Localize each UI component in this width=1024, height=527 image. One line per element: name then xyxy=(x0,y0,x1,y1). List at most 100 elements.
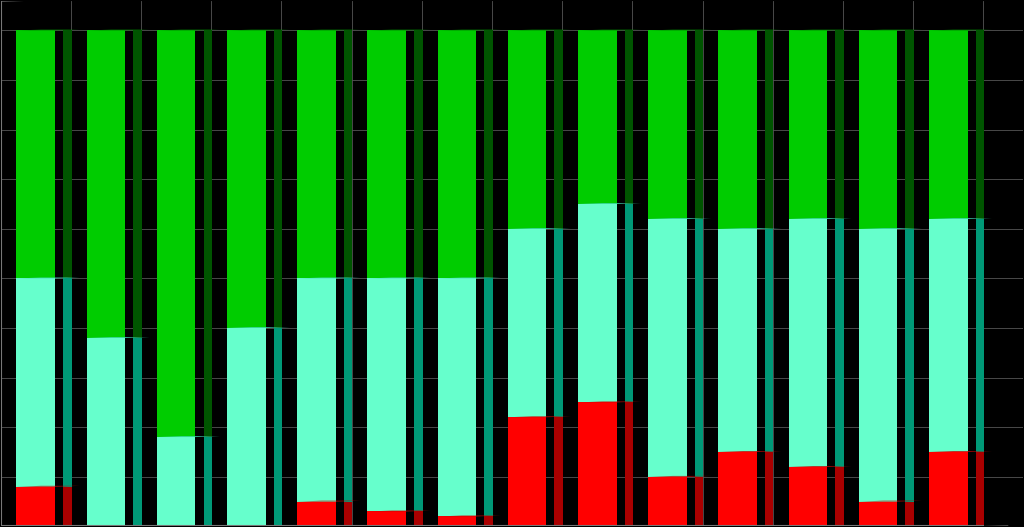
Bar xyxy=(437,31,476,278)
Bar xyxy=(719,229,757,452)
Bar xyxy=(905,31,913,229)
Bar xyxy=(976,452,984,526)
Bar xyxy=(484,278,493,516)
Bar xyxy=(133,338,141,526)
Polygon shape xyxy=(227,30,290,31)
Bar xyxy=(344,278,352,502)
Polygon shape xyxy=(648,476,712,477)
Bar xyxy=(905,229,913,502)
Polygon shape xyxy=(719,30,781,31)
Polygon shape xyxy=(719,228,781,229)
Polygon shape xyxy=(508,30,571,31)
Bar xyxy=(437,278,476,516)
Bar xyxy=(437,516,476,526)
Polygon shape xyxy=(16,30,80,31)
Bar xyxy=(578,204,616,402)
Bar xyxy=(648,219,687,477)
Polygon shape xyxy=(87,337,150,338)
Polygon shape xyxy=(859,501,922,502)
Bar xyxy=(508,31,547,229)
Bar xyxy=(695,31,703,219)
Polygon shape xyxy=(227,327,290,328)
Polygon shape xyxy=(788,218,852,219)
Bar xyxy=(368,31,407,278)
Polygon shape xyxy=(508,416,571,417)
Bar xyxy=(695,477,703,526)
Bar xyxy=(368,511,407,526)
Bar xyxy=(859,31,897,229)
Polygon shape xyxy=(929,451,992,452)
Bar xyxy=(625,402,633,526)
Bar xyxy=(157,437,196,526)
Bar xyxy=(648,477,687,526)
Bar xyxy=(157,31,196,437)
Bar xyxy=(368,278,407,511)
Bar xyxy=(344,31,352,278)
Bar xyxy=(859,229,897,502)
Bar xyxy=(554,31,563,229)
Bar xyxy=(63,486,72,526)
Bar xyxy=(297,278,336,502)
Bar xyxy=(625,204,633,402)
Bar xyxy=(719,31,757,229)
Bar xyxy=(414,31,423,278)
Polygon shape xyxy=(719,451,781,452)
Polygon shape xyxy=(578,203,641,204)
Polygon shape xyxy=(297,30,360,31)
Polygon shape xyxy=(297,501,360,502)
Bar xyxy=(16,486,55,526)
Polygon shape xyxy=(437,515,501,516)
Bar xyxy=(788,467,827,526)
Polygon shape xyxy=(788,466,852,467)
Bar xyxy=(788,219,827,467)
Bar xyxy=(788,31,827,219)
Polygon shape xyxy=(437,30,501,31)
Bar xyxy=(859,502,897,526)
Polygon shape xyxy=(157,30,220,31)
Bar xyxy=(648,31,687,219)
Bar xyxy=(87,31,125,338)
Bar xyxy=(578,31,616,204)
Bar xyxy=(929,31,968,219)
Bar xyxy=(273,31,283,328)
Bar xyxy=(836,467,844,526)
Bar xyxy=(273,328,283,526)
Bar xyxy=(414,511,423,526)
Polygon shape xyxy=(859,30,922,31)
Bar xyxy=(204,31,212,437)
Bar xyxy=(929,452,968,526)
Bar xyxy=(414,278,423,511)
Bar xyxy=(719,452,757,526)
Bar xyxy=(578,402,616,526)
Bar xyxy=(133,31,141,338)
Bar xyxy=(765,31,773,229)
Polygon shape xyxy=(578,30,641,31)
Bar xyxy=(508,229,547,417)
Polygon shape xyxy=(508,228,571,229)
Bar xyxy=(765,229,773,452)
Bar xyxy=(836,31,844,219)
Bar xyxy=(344,502,352,526)
Bar xyxy=(16,278,55,486)
Bar xyxy=(625,31,633,204)
Bar xyxy=(554,417,563,526)
Bar xyxy=(16,31,55,278)
Bar xyxy=(976,219,984,452)
Bar xyxy=(508,417,547,526)
Bar xyxy=(204,437,212,526)
Polygon shape xyxy=(929,218,992,219)
Bar xyxy=(63,278,72,486)
Bar xyxy=(484,31,493,278)
Bar xyxy=(836,219,844,467)
Polygon shape xyxy=(648,30,712,31)
Polygon shape xyxy=(87,30,150,31)
Bar xyxy=(484,516,493,526)
Polygon shape xyxy=(929,30,992,31)
Bar xyxy=(63,31,72,278)
Polygon shape xyxy=(788,30,852,31)
Polygon shape xyxy=(368,30,430,31)
Bar xyxy=(976,31,984,219)
Bar xyxy=(227,328,265,526)
Bar xyxy=(905,502,913,526)
Polygon shape xyxy=(648,218,712,219)
